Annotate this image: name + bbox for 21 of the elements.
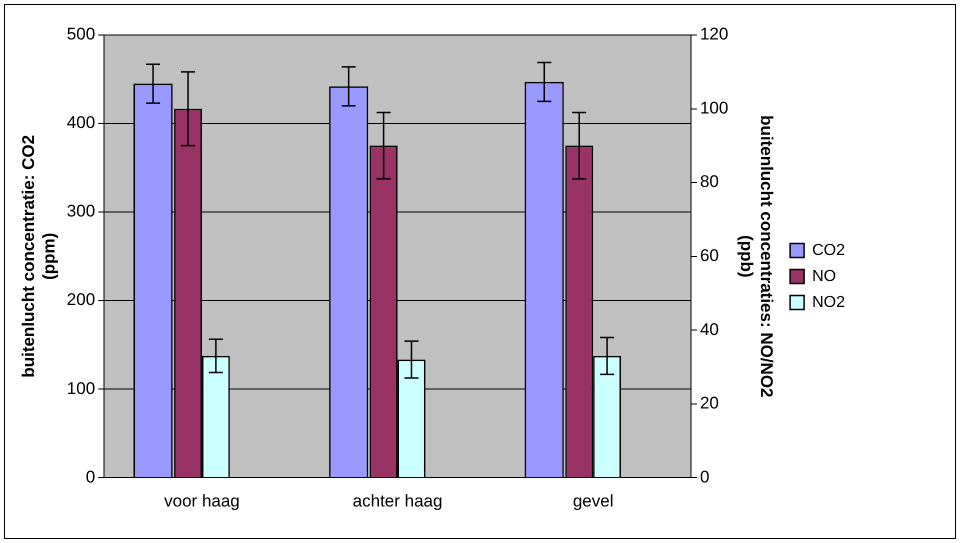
y2-tick-label: 0: [700, 467, 710, 486]
y2-tick-label: 20: [700, 394, 719, 413]
y2-tick-label: 100: [700, 98, 728, 118]
x-tick-label: voor haag: [164, 491, 240, 510]
y-axis-title: buitenlucht concentratie: CO2 (ppm): [18, 134, 58, 378]
y2-tick-label: 80: [700, 172, 719, 192]
legend-label: CO2: [812, 242, 846, 259]
y-tick-label: 400: [66, 113, 96, 132]
y-tick-label: 300: [66, 202, 96, 221]
y2-tick-label: 120: [700, 24, 728, 44]
legend-label: NO2: [812, 294, 846, 311]
legend-label: NO: [812, 268, 836, 285]
x-tick-label: achter haag: [352, 491, 442, 510]
y-tick-label: 100: [66, 378, 96, 398]
y2-tick-label: 40: [700, 320, 719, 339]
y2-tick-label: 60: [700, 246, 719, 265]
y-tick-label: 0: [86, 467, 96, 486]
y-tick-label: 500: [66, 24, 96, 44]
x-tick-label: gevel: [572, 491, 614, 510]
y2-axis-title: buitenlucht concentraties: NO/NO2 (ppb): [736, 115, 776, 398]
y-tick-label: 200: [66, 290, 96, 310]
